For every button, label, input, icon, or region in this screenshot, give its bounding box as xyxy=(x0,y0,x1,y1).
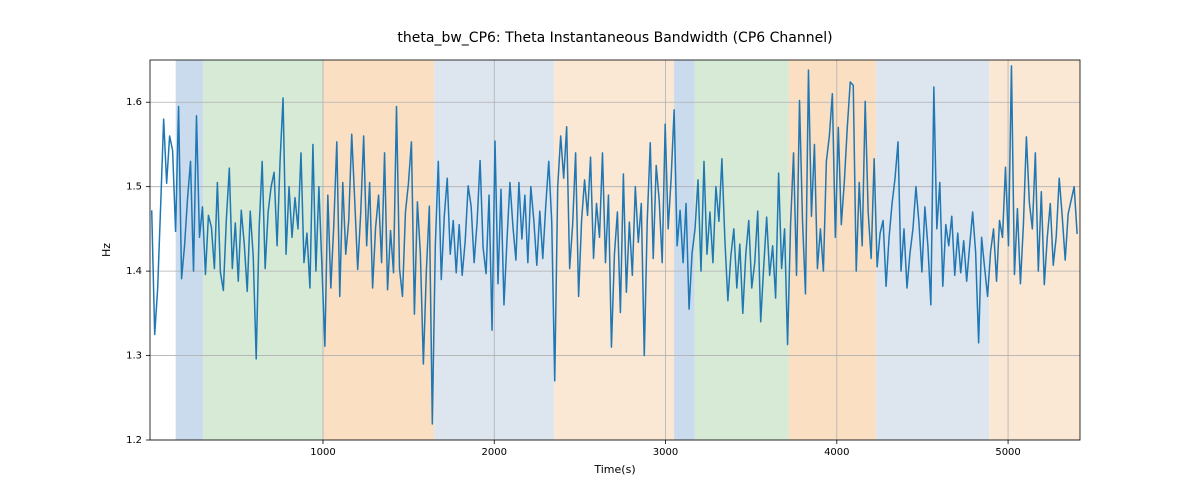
x-axis-ticks: 1000 2000 3000 4000 5000 xyxy=(310,440,1021,458)
svg-text:1.5: 1.5 xyxy=(126,182,142,193)
svg-text:1000: 1000 xyxy=(310,447,335,458)
svg-text:1.6: 1.6 xyxy=(126,97,142,108)
y-axis-label: Hz xyxy=(100,243,113,257)
y-axis-ticks: 1.2 1.3 1.4 1.5 1.6 xyxy=(126,97,150,446)
chart-svg: 1000 2000 3000 4000 5000 1.2 1.3 1.4 1.5 1.6 the… xyxy=(0,0,1200,500)
svg-text:3000: 3000 xyxy=(653,447,678,458)
svg-text:2000: 2000 xyxy=(482,447,507,458)
svg-text:1.3: 1.3 xyxy=(126,351,142,362)
svg-text:5000: 5000 xyxy=(995,447,1020,458)
svg-text:1.2: 1.2 xyxy=(126,435,142,446)
svg-text:1.4: 1.4 xyxy=(126,266,142,277)
chart-container: 1000 2000 3000 4000 5000 1.2 1.3 1.4 1.5 1.6 the… xyxy=(0,0,1200,500)
x-axis-label: Time(s) xyxy=(593,463,635,476)
chart-title: theta_bw_CP6: Theta Instantaneous Bandwi… xyxy=(397,30,832,46)
svg-text:4000: 4000 xyxy=(824,447,849,458)
